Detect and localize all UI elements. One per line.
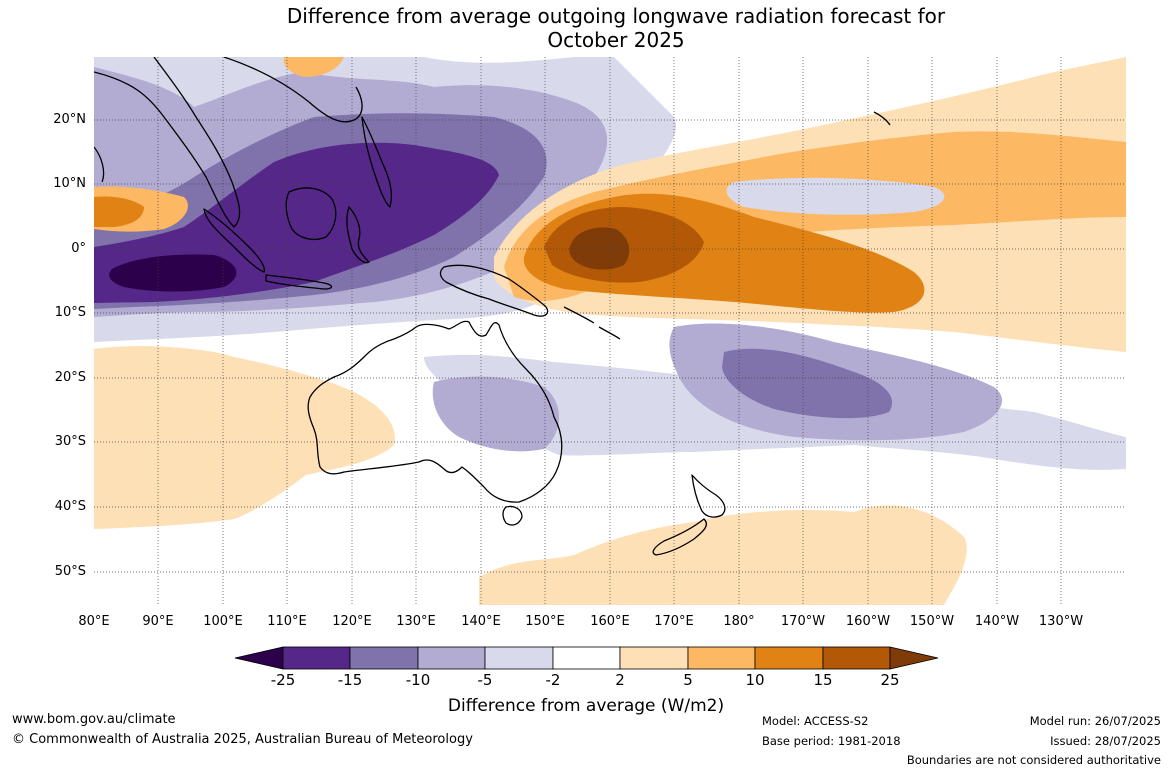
colorbar-tick-neg5: -5 — [477, 671, 493, 689]
new-zealand-north-coastline — [691, 474, 726, 518]
lat-label-0: 0° — [71, 241, 86, 256]
colorbar-bin-neg5 — [417, 646, 486, 670]
colorbar-tick-pos25: 25 — [880, 671, 900, 689]
new-guinea-coastline — [439, 264, 549, 317]
solomon-islands-coastline — [563, 306, 621, 340]
anomaly-region-neg10-pacific — [722, 348, 893, 419]
anomaly-region-south-positive-east — [479, 505, 967, 605]
lon-label-140e: 140°E — [461, 614, 501, 629]
colorbar-extend-high — [889, 646, 939, 670]
colorbar-bin-pos10 — [754, 646, 824, 670]
indochina-coastline — [94, 57, 241, 228]
colorbar-extend-low — [234, 646, 284, 670]
copyright-text: © Commonwealth of Australia 2025, Austra… — [12, 732, 473, 747]
website-link[interactable]: www.bom.gov.au/climate — [12, 712, 176, 727]
colorbar-tick-pos2: 2 — [615, 671, 625, 689]
lon-label-90e: 90°E — [142, 614, 174, 629]
lat-label-10n: 10°N — [53, 176, 86, 191]
colorbar-bin-neg15 — [282, 646, 351, 670]
java-coastline — [265, 274, 333, 290]
tasmania-coastline — [502, 505, 523, 526]
coastlines — [94, 57, 891, 556]
anomaly-region-pos25 — [569, 227, 630, 270]
lon-label-80e: 80°E — [78, 614, 110, 629]
lon-label-170w: 170°W — [780, 614, 826, 629]
anomaly-region-south-positive — [94, 346, 395, 529]
australia-coastline — [307, 320, 563, 503]
lat-label-20s: 20°S — [54, 370, 86, 385]
lat-label-10s: 10°S — [54, 305, 86, 320]
anomaly-region-neg2-central-pacific — [726, 177, 945, 215]
colorbar-tick-pos10: 10 — [745, 671, 765, 689]
sumatra-coastline — [203, 208, 265, 273]
map-canvas — [94, 57, 1126, 605]
borneo-coastline — [285, 187, 337, 240]
lat-label-40s: 40°S — [54, 499, 86, 514]
lon-label-140w: 140°W — [974, 614, 1020, 629]
anomaly-region-pos5-north-indian — [283, 57, 344, 77]
india-coastline — [94, 146, 105, 183]
anomaly-region-pos10-indian — [94, 196, 144, 227]
anomaly-region-neg25 — [109, 254, 237, 292]
china-coast — [223, 57, 363, 123]
lat-label-20n: 20°N — [53, 112, 86, 127]
colorbar-tick-neg15: -15 — [337, 671, 363, 689]
anomaly-region-neg5-aus — [432, 376, 559, 452]
map-title: Difference from average outgoing longwav… — [0, 4, 1173, 52]
lon-label-110e: 110°E — [267, 614, 307, 629]
colorbar-label: Difference from average (W/m2) — [447, 696, 725, 716]
lon-label-130w: 130°W — [1038, 614, 1084, 629]
lon-label-100e: 100°E — [203, 614, 243, 629]
colorbar-tick-neg25: -25 — [270, 671, 296, 689]
colorbar-tick-neg2: -2 — [545, 671, 561, 689]
graticule — [94, 57, 1126, 605]
new-zealand-south-coastline — [652, 518, 708, 556]
lon-label-150w: 150°W — [909, 614, 955, 629]
lon-label-150e: 150°E — [525, 614, 565, 629]
lon-label-180: 180° — [723, 614, 755, 629]
colorbar-bin-pos2 — [619, 646, 689, 670]
issued-date: Issued: 28/07/2025 — [1050, 734, 1161, 748]
hawaii-coastline — [873, 111, 891, 126]
colorbar-tick-pos5: 5 — [683, 671, 693, 689]
model-name: Model: ACCESS-S2 — [762, 714, 869, 728]
colorbar-bin-neg2 — [484, 646, 554, 670]
sulawesi-coastline — [346, 206, 370, 264]
lon-label-160e: 160°E — [590, 614, 630, 629]
colorbar-bin-pos15 — [822, 646, 891, 670]
olr-anomaly-map — [94, 57, 1126, 605]
boundaries-disclaimer: Boundaries are not considered authoritat… — [906, 753, 1161, 767]
model-run-date: Model run: 26/07/2025 — [1029, 714, 1161, 728]
lon-label-120e: 120°E — [332, 614, 372, 629]
map-title-line1: Difference from average outgoing longwav… — [286, 4, 946, 28]
colorbar-bin-neg10 — [349, 646, 419, 670]
map-title-line2: October 2025 — [547, 28, 685, 52]
lat-label-50s: 50°S — [54, 564, 86, 579]
philippines-coastline — [361, 116, 393, 208]
colorbar — [234, 646, 939, 670]
lon-label-160w: 160°W — [845, 614, 891, 629]
base-period: Base period: 1981-2018 — [762, 734, 901, 748]
colorbar-tick-neg10: -10 — [405, 671, 431, 689]
lat-label-30s: 30°S — [54, 434, 86, 449]
colorbar-bin-zero — [552, 646, 621, 670]
lon-label-170e: 170°E — [654, 614, 694, 629]
lon-label-130e: 130°E — [396, 614, 436, 629]
colorbar-tick-pos15: 15 — [813, 671, 833, 689]
colorbar-bin-pos5 — [687, 646, 756, 670]
